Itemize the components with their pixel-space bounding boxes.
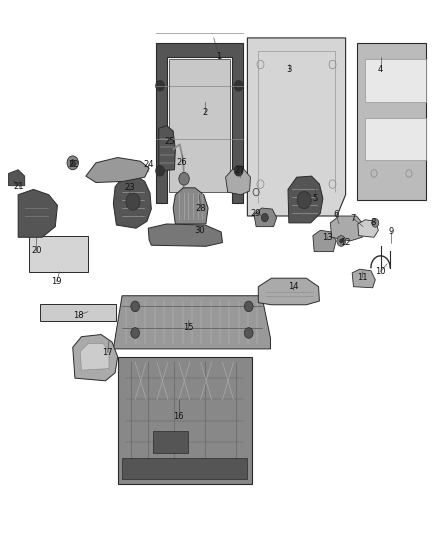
Circle shape [244, 301, 253, 312]
Circle shape [234, 80, 243, 91]
Polygon shape [29, 236, 88, 272]
Polygon shape [86, 158, 149, 182]
Text: 30: 30 [194, 226, 205, 235]
Text: 13: 13 [322, 233, 332, 242]
Text: 23: 23 [124, 183, 135, 192]
Text: 26: 26 [177, 158, 187, 167]
Text: 29: 29 [251, 209, 261, 218]
Text: 11: 11 [357, 273, 367, 281]
Text: 4: 4 [378, 66, 383, 74]
Polygon shape [9, 169, 25, 185]
Circle shape [131, 328, 140, 338]
Circle shape [234, 165, 243, 176]
Text: 12: 12 [340, 238, 351, 247]
Text: 24: 24 [143, 160, 153, 169]
Text: 25: 25 [165, 137, 175, 146]
Polygon shape [352, 269, 375, 288]
Text: 6: 6 [333, 210, 339, 219]
Circle shape [339, 239, 343, 243]
Polygon shape [159, 126, 175, 171]
Text: 14: 14 [288, 282, 298, 291]
Polygon shape [313, 230, 336, 252]
Circle shape [337, 236, 346, 246]
Text: 28: 28 [195, 204, 206, 213]
Polygon shape [118, 357, 252, 484]
Circle shape [179, 172, 189, 185]
Polygon shape [357, 43, 426, 200]
Polygon shape [365, 118, 426, 160]
Text: 27: 27 [235, 166, 245, 175]
Circle shape [131, 301, 140, 312]
Polygon shape [80, 344, 109, 370]
Text: 5: 5 [312, 194, 318, 203]
Polygon shape [330, 216, 364, 241]
Polygon shape [288, 176, 323, 223]
Text: 8: 8 [370, 218, 375, 227]
Polygon shape [148, 224, 223, 246]
Polygon shape [173, 188, 208, 224]
Circle shape [70, 160, 75, 166]
Text: 3: 3 [286, 66, 292, 74]
Text: 19: 19 [51, 277, 62, 286]
Text: 2: 2 [202, 108, 208, 117]
Text: 9: 9 [389, 228, 394, 237]
Text: 16: 16 [173, 412, 184, 421]
Text: 21: 21 [14, 182, 24, 191]
Text: 18: 18 [73, 311, 84, 320]
Text: 20: 20 [31, 246, 42, 255]
Text: 22: 22 [69, 160, 79, 169]
Text: 15: 15 [183, 323, 194, 332]
Polygon shape [155, 43, 243, 203]
Text: 1: 1 [216, 52, 222, 61]
Polygon shape [258, 278, 319, 305]
Circle shape [244, 328, 253, 338]
Polygon shape [40, 304, 117, 321]
Text: 7: 7 [351, 214, 356, 223]
Text: 17: 17 [102, 348, 113, 357]
Circle shape [155, 165, 164, 176]
Bar [122, 458, 247, 479]
Circle shape [155, 80, 164, 91]
Polygon shape [247, 38, 346, 216]
Circle shape [67, 156, 78, 169]
Polygon shape [73, 335, 118, 381]
Circle shape [372, 219, 379, 227]
Polygon shape [152, 431, 187, 453]
Polygon shape [365, 59, 426, 102]
Polygon shape [113, 296, 271, 349]
Circle shape [297, 191, 311, 208]
Polygon shape [226, 169, 251, 195]
Polygon shape [18, 189, 57, 237]
Circle shape [261, 213, 268, 222]
Text: 10: 10 [375, 268, 386, 276]
Polygon shape [169, 59, 230, 192]
Polygon shape [113, 175, 151, 228]
Polygon shape [254, 208, 277, 227]
Polygon shape [358, 220, 378, 237]
Circle shape [126, 193, 140, 210]
